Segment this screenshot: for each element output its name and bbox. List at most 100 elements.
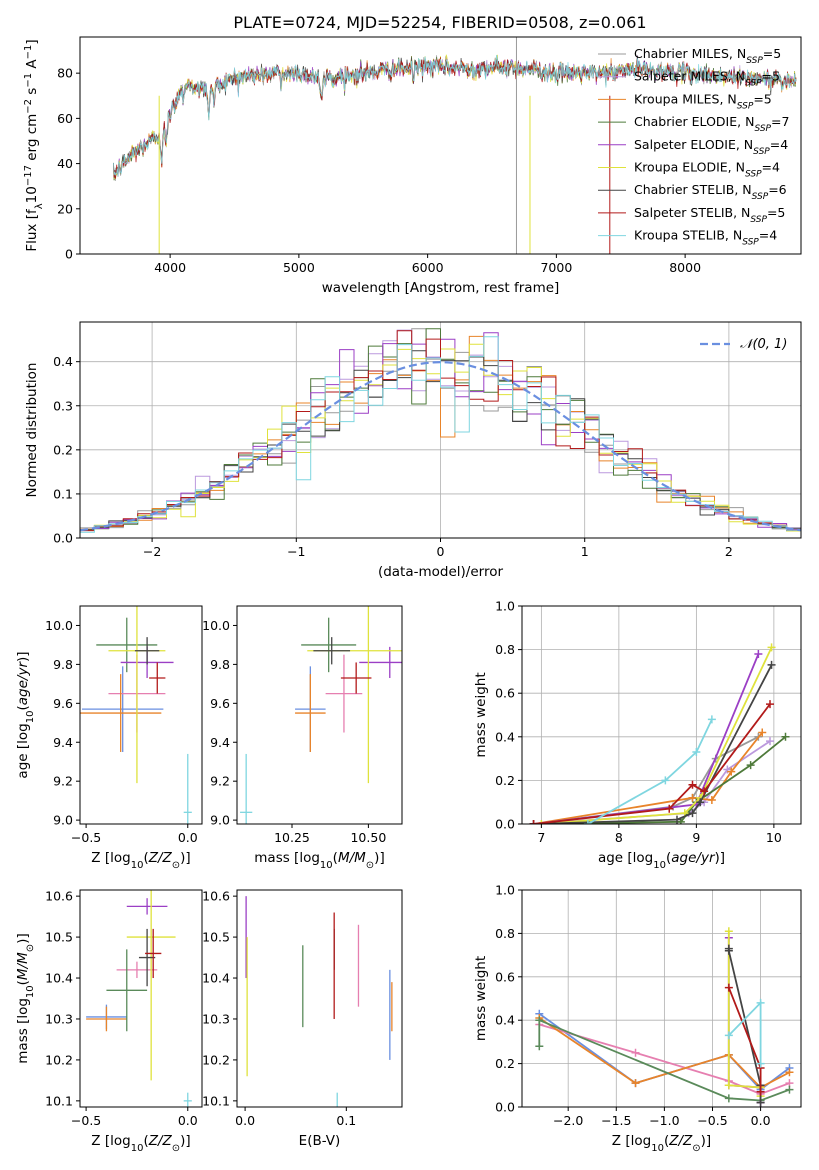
- weight-marker: [692, 748, 701, 757]
- weight-marker: [754, 649, 763, 658]
- x-axis-label: E(B-V): [299, 1133, 341, 1149]
- y-tick-label: 10.2: [45, 1052, 73, 1067]
- y-tick-label: 20: [57, 201, 73, 216]
- x-axis-label: age [log10(age/yr)]: [598, 850, 725, 871]
- axes-frame: [79, 889, 203, 1108]
- axes-frame: [236, 889, 403, 1108]
- weight-marker: [537, 820, 546, 824]
- y-tick-label: 0.4: [495, 729, 515, 744]
- y-tick-label: 0.6: [495, 686, 515, 701]
- y-axis-label: Normed distribution: [24, 363, 40, 498]
- panel-weight-vs-Z: −2.0 −1.5 −1.0 −0.5 0.0 0.0 0.2 0.4 0.6 0.8 1.0 Z […: [473, 883, 802, 1154]
- y-tick-label: 0.6: [495, 969, 515, 984]
- x-axis-label: wavelength [Angstrom, rest frame]: [322, 280, 560, 296]
- y-tick-label: 10.3: [45, 1011, 73, 1026]
- weight-marker: [724, 1031, 733, 1040]
- y-tick-label: 80: [57, 66, 73, 81]
- weight-marker: [724, 1094, 733, 1103]
- plot-area: [240, 606, 402, 824]
- errorbar-point: [138, 928, 156, 987]
- legend-label: Kroupa ELODIE, NSSP=4: [634, 160, 780, 180]
- legend-label: 𝒩(0, 1): [740, 337, 787, 352]
- x-tick-label: 4000: [154, 260, 186, 275]
- errorbar-point: [301, 617, 357, 673]
- weight-marker: [631, 1048, 640, 1057]
- errorbar-point: [359, 646, 402, 679]
- y-tick-label: 40: [57, 156, 73, 171]
- x-tick-label: −0.5: [71, 830, 101, 845]
- y-tick-label: 0.4: [495, 1013, 515, 1028]
- errorbar-point: [134, 637, 160, 665]
- axes-frame: [79, 605, 203, 825]
- y-tick-label: 10.3: [202, 1011, 230, 1026]
- y-tick-label: 1.0: [495, 599, 515, 614]
- y-axis-label: mass [log10(M/M⊙)]: [15, 933, 36, 1063]
- weight-marker: [583, 820, 592, 824]
- y-tick-label: 9.4: [53, 735, 73, 750]
- x-tick-label: 0.0: [751, 1113, 771, 1128]
- y-tick-label: 60: [57, 111, 73, 126]
- x-tick-label: −0.5: [697, 1113, 727, 1128]
- errorbar-point: [116, 961, 158, 979]
- weight-marker: [724, 1081, 733, 1090]
- errorbar-point: [240, 753, 253, 824]
- weight-marker: [688, 809, 697, 818]
- legend-label: Kroupa MILES, NSSP=5: [634, 91, 772, 111]
- legend-label: Kroupa STELIB, NSSP=4: [634, 228, 777, 248]
- weight-line: [587, 719, 713, 824]
- weight-marker: [529, 820, 538, 824]
- legend-label: Chabrier STELIB, NSSP=6: [634, 182, 787, 202]
- x-tick-label: −1.5: [601, 1113, 631, 1128]
- x-tick-label: −2: [143, 544, 161, 559]
- y-tick-label: 10.5: [202, 930, 230, 945]
- errorbar-point: [86, 1006, 127, 1032]
- y-tick-label: 0.4: [53, 354, 73, 369]
- errorbar-point: [149, 662, 166, 694]
- weight-marker: [724, 983, 733, 992]
- weight-marker: [535, 1016, 544, 1025]
- weight-marker: [767, 643, 776, 652]
- weight-line: [533, 664, 773, 824]
- errorbar-point: [126, 898, 168, 915]
- errorbar-point: [295, 674, 326, 752]
- plot-area: [245, 896, 393, 1107]
- errorbar-point: [106, 949, 148, 1032]
- x-tick-label: 0.0: [178, 1113, 198, 1128]
- weight-marker: [707, 796, 716, 805]
- y-tick-label: 9.8: [53, 657, 73, 672]
- y-tick-label: 10.4: [45, 971, 73, 986]
- y-axis-label: mass weight: [473, 956, 489, 1041]
- legend-label: Salpeter MILES, NSSP=5: [634, 69, 780, 89]
- y-tick-label: 9.4: [210, 735, 230, 750]
- x-axis-label: Z [log10(Z/Z⊙)]: [91, 1133, 190, 1154]
- weight-marker: [724, 927, 733, 936]
- y-tick-label: 10.4: [202, 971, 230, 986]
- weight-marker: [724, 946, 733, 955]
- y-axis-label: age [log10(age/yr)]: [15, 651, 36, 778]
- panel-residuals: −2 −1 0 1 2 0.0 0.1 0.2 0.3 0.4 𝒩(0, 1) (data-model…: [24, 321, 802, 580]
- weight-marker: [767, 660, 776, 669]
- x-tick-label: 2: [725, 544, 733, 559]
- y-tick-label: 1.0: [495, 883, 515, 898]
- y-tick-label: 0.0: [495, 817, 515, 832]
- x-tick-label: 6000: [412, 260, 444, 275]
- x-tick-label: 10: [766, 830, 782, 845]
- y-tick-label: 9.6: [210, 696, 230, 711]
- legend-label: Salpeter STELIB, NSSP=5: [634, 205, 785, 225]
- errorbar-point: [145, 928, 162, 979]
- errorbar-point: [126, 890, 176, 1081]
- y-tick-label: 0.1: [53, 486, 73, 501]
- y-tick-label: 9.2: [53, 774, 73, 789]
- weight-line: [727, 987, 762, 1092]
- weight-marker: [727, 767, 736, 776]
- x-tick-label: 7: [537, 830, 545, 845]
- errorbar-point: [183, 753, 192, 824]
- y-tick-label: 10.1: [202, 1093, 230, 1108]
- weight-marker: [688, 793, 697, 802]
- x-axis-label: (data-model)/error: [378, 564, 504, 580]
- weight-marker: [758, 728, 767, 737]
- weight-marker: [688, 780, 697, 789]
- x-tick-label: 8: [615, 830, 623, 845]
